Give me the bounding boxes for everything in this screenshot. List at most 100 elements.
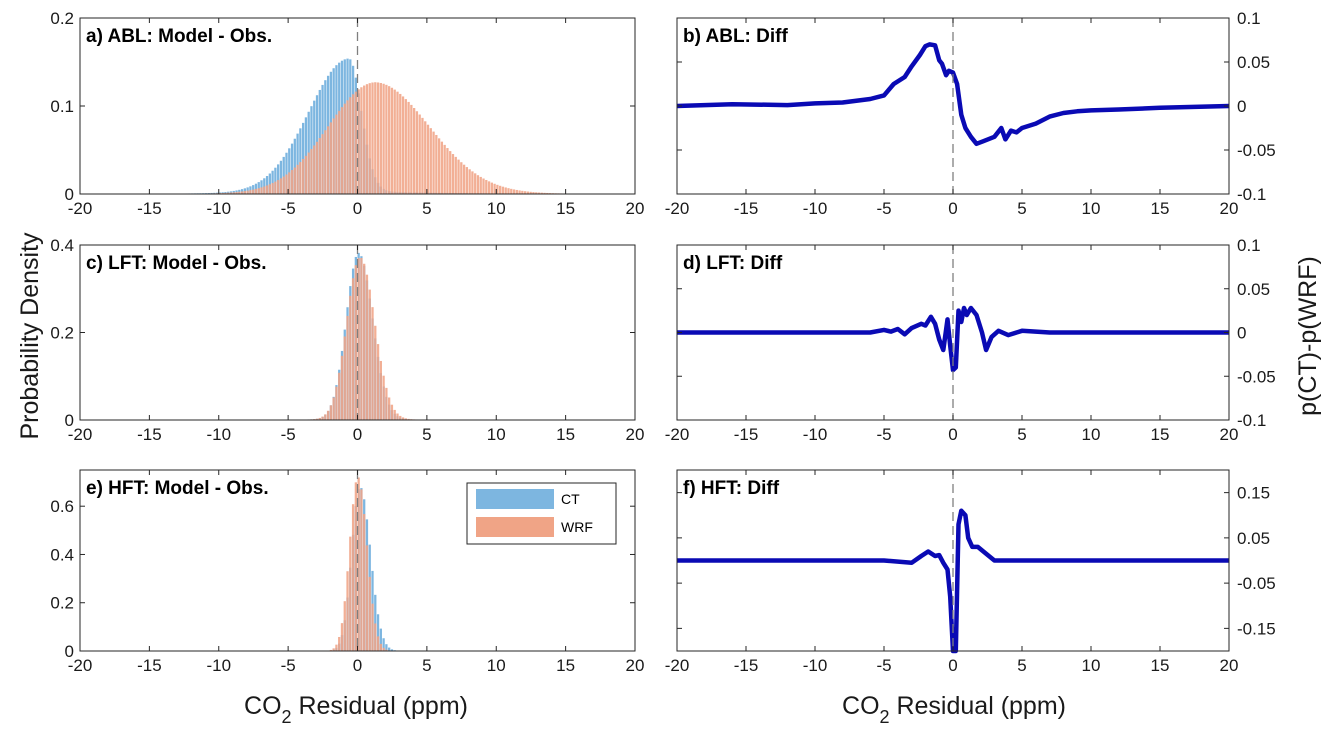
wrf-bar — [526, 191, 530, 194]
wrf-bar — [326, 410, 330, 420]
x-tick-label: 5 — [1017, 199, 1026, 218]
y-tick-label: 0.05 — [1237, 529, 1270, 548]
wrf-bar — [399, 415, 402, 420]
wrf-bar — [374, 325, 377, 420]
y-tick-label: 0.1 — [1237, 9, 1261, 28]
wrf-bar — [487, 181, 491, 194]
wrf-bar — [382, 83, 385, 194]
wrf-bar — [354, 91, 357, 194]
wrf-bar — [252, 189, 255, 194]
x-tick-label: -15 — [137, 199, 162, 218]
wrf-bar — [385, 387, 388, 420]
wrf-bar — [401, 96, 405, 194]
y-tick-label: -0.05 — [1237, 141, 1276, 160]
wrf-bar — [524, 191, 527, 194]
wrf-bar — [310, 149, 313, 194]
x-tick-label: -15 — [137, 425, 162, 444]
wrf-bar — [243, 191, 246, 194]
wrf-bar — [349, 97, 352, 194]
ct-bar — [268, 173, 271, 194]
wrf-bar — [268, 184, 271, 194]
wrf-bar — [407, 101, 410, 194]
wrf-bar — [277, 180, 280, 194]
wrf-bar — [393, 89, 396, 194]
wrf-bar — [254, 188, 258, 194]
wrf-bar — [413, 108, 416, 194]
wrf-bar — [424, 121, 427, 194]
x-tick-label: 0 — [353, 199, 362, 218]
wrf-bar — [307, 152, 310, 194]
wrf-bar — [374, 623, 377, 651]
wrf-bar — [385, 649, 388, 651]
x-tick-label: -10 — [206, 199, 231, 218]
wrf-bar — [240, 191, 244, 194]
panel-title: b) ABL: Diff — [683, 26, 788, 47]
wrf-bar — [349, 536, 352, 651]
wrf-bar — [543, 192, 546, 194]
x-tick-label: -10 — [803, 199, 828, 218]
y-tick-label: 0 — [65, 411, 74, 430]
ct-bar — [302, 122, 305, 194]
x-tick-label: 10 — [1082, 656, 1101, 675]
wrf-bar — [499, 185, 502, 194]
x-tick-label: 0 — [353, 656, 362, 675]
wrf-bar — [318, 138, 321, 194]
y-tick-label: 0.2 — [50, 9, 74, 28]
ct-bar — [252, 185, 255, 194]
data-marks — [132, 58, 588, 195]
x-tick-label: 5 — [1017, 656, 1026, 675]
wrf-bar — [521, 190, 524, 194]
wrf-bar — [257, 188, 260, 194]
y-tick-label: 0.05 — [1237, 53, 1270, 72]
wrf-bar — [324, 414, 327, 420]
x-tick-label: 10 — [487, 425, 506, 444]
ct-bar — [265, 176, 269, 194]
wrf-bar — [357, 477, 360, 651]
x-tick-label: 10 — [1082, 425, 1101, 444]
wrf-bar — [537, 192, 541, 194]
wrf-bar — [288, 172, 291, 194]
wrf-bar — [512, 189, 516, 194]
diff-line — [677, 508, 1229, 654]
x-tick-label: 0 — [948, 199, 957, 218]
wrf-bar — [501, 186, 505, 194]
wrf-bar — [343, 336, 346, 420]
wrf-bar — [232, 192, 235, 194]
wrf-bar — [371, 307, 374, 420]
wrf-bar — [368, 576, 371, 651]
wrf-bar — [285, 174, 288, 194]
wrf-bar — [415, 111, 419, 194]
x-tick-label: 5 — [1017, 425, 1026, 444]
x-tick-label: 10 — [487, 656, 506, 675]
wrf-bar — [368, 83, 371, 194]
x-tick-label: 5 — [422, 199, 431, 218]
ct-bar — [285, 152, 288, 194]
x-axis-label-right: CO2 Residual (ppm) — [842, 692, 1066, 727]
wrf-bar — [265, 185, 269, 194]
x-tick-label: -15 — [734, 199, 759, 218]
wrf-bar — [329, 649, 333, 651]
wrf-bar — [224, 192, 227, 194]
wrf-bar — [451, 154, 455, 194]
wrf-bar — [332, 648, 335, 651]
wrf-bar — [299, 162, 302, 194]
legend-label-ct: CT — [561, 491, 580, 507]
ct-bar — [376, 614, 380, 651]
wrf-bar — [238, 191, 241, 194]
wrf-bar — [404, 99, 407, 194]
wrf-bar — [504, 187, 507, 194]
ct-bar — [263, 178, 266, 194]
wrf-bar — [340, 107, 344, 194]
wrf-bar — [338, 636, 341, 651]
wrf-bar — [382, 375, 385, 420]
wrf-bar — [507, 188, 510, 194]
wrf-bar — [485, 179, 488, 194]
y-tick-label: 0.15 — [1237, 484, 1270, 503]
wrf-bar — [374, 82, 377, 194]
wrf-bar — [388, 86, 391, 194]
panel-title: c) LFT: Model - Obs. — [86, 253, 267, 274]
wrf-bar — [376, 344, 380, 420]
x-tick-label: 15 — [1151, 199, 1170, 218]
wrf-bar — [496, 184, 499, 194]
